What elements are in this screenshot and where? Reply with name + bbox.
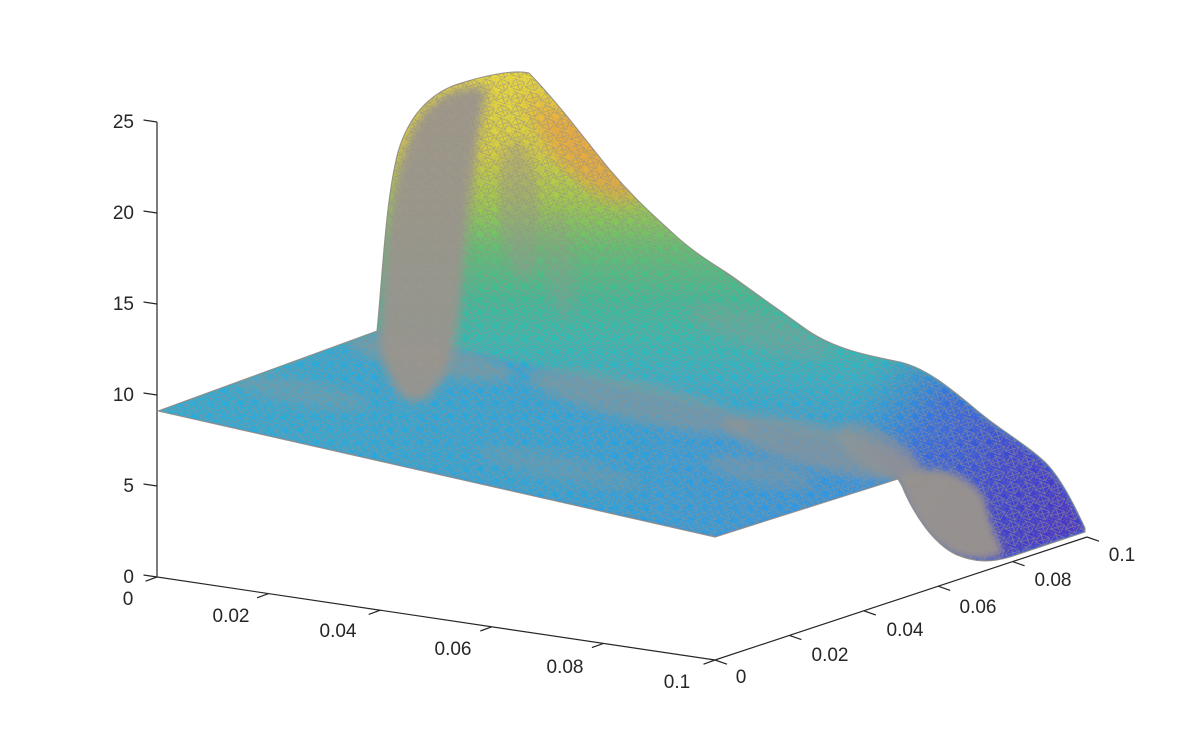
axis-lines bbox=[156, 122, 1088, 661]
axes: 0 5 10 15 20 25 0 0.02 0.04 0.06 0.08 0.… bbox=[113, 112, 1135, 693]
x-tick-label: 0.08 bbox=[547, 657, 584, 678]
x-tick-label: 0.02 bbox=[213, 606, 250, 627]
y-tick-label: 0.04 bbox=[887, 620, 924, 641]
y-tick-label: 0.02 bbox=[812, 645, 849, 666]
x-tick-label: 0 bbox=[123, 589, 134, 610]
y-axis-tick-labels: 0 0.02 0.04 0.06 0.08 0.1 bbox=[736, 545, 1136, 688]
z-tick-label: 15 bbox=[113, 294, 134, 315]
y-axis-tick-marks bbox=[714, 536, 1100, 665]
z-tick-label: 5 bbox=[123, 476, 134, 497]
x-axis-tick-marks bbox=[145, 576, 716, 665]
surface-mesh bbox=[156, 71, 1086, 562]
surface-outline bbox=[156, 71, 1086, 562]
x-axis-tick-labels: 0 0.02 0.04 0.06 0.08 0.1 bbox=[123, 589, 691, 693]
x-tick-label: 0.04 bbox=[320, 621, 357, 642]
y-tick-label: 0.1 bbox=[1109, 545, 1135, 566]
z-tick-label: 0 bbox=[123, 567, 134, 588]
z-tick-label: 25 bbox=[113, 112, 134, 133]
z-axis-tick-marks bbox=[143, 119, 158, 578]
x-tick-label: 0.1 bbox=[664, 672, 690, 693]
z-tick-label: 10 bbox=[113, 385, 134, 406]
y-tick-label: 0 bbox=[736, 667, 747, 688]
z-axis-tick-labels: 0 5 10 15 20 25 bbox=[113, 112, 134, 588]
x-tick-label: 0.06 bbox=[435, 639, 472, 660]
mesh-edges-fine-layer bbox=[158, 71, 1085, 561]
z-tick-label: 20 bbox=[113, 203, 134, 224]
y-tick-label: 0.08 bbox=[1035, 570, 1072, 591]
y-tick-label: 0.06 bbox=[960, 597, 997, 618]
